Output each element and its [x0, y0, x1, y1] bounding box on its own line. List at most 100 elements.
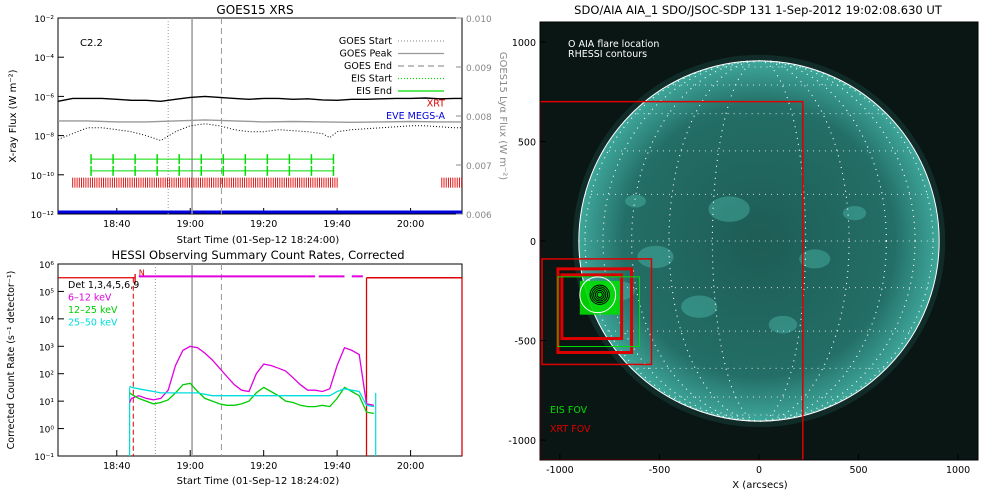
hessi-ytick-label: 10⁻¹ [34, 453, 54, 463]
hessi-xtick-label: 19:20 [250, 461, 277, 472]
hessi-ytick-label: 10² [39, 371, 54, 381]
hessi-legend-label: 25–50 keV [68, 318, 118, 329]
hessi-xlabel: Start Time (01-Sep-12 18:24:02) [177, 476, 340, 487]
aia-active-region [799, 249, 831, 269]
goes-right-ytick-label: 0.010 [466, 15, 492, 25]
aia-legend-flare-location: O AIA flare location [568, 39, 659, 50]
aia-active-region [637, 245, 674, 269]
goes-legend-label: EIS End [356, 86, 392, 97]
hessi-plot-frame [57, 263, 463, 457]
hessi-ytick-label: 10⁰ [39, 426, 54, 436]
hessi-marks: N [58, 264, 463, 456]
goes-series-lyman-alpha [58, 119, 462, 124]
aia-xrt-fov-box [541, 258, 653, 366]
aia-legend-rhessi-contours: RHESSI contours [568, 49, 647, 60]
aia-xrt-fov-box [540, 100, 804, 460]
aia-xtick-label: 0 [756, 465, 762, 476]
goes-panel: GOES15 XRS 10⁻¹² 10⁻¹⁰ 10⁻⁸ 10⁻⁶ 10⁻⁴ 10⁻² 0.0… [8, 3, 508, 246]
aia-rhessi-contour [596, 291, 603, 298]
hessi-xtick-label: 18:40 [103, 461, 130, 472]
aia-ytick-label: 500 [518, 137, 536, 148]
aia-title: SDO/AIA AIA_1 SDO/JSOC-SDP 131 1-Sep-201… [574, 3, 943, 17]
goes-ytick-label: 10⁻² [34, 15, 54, 25]
goes-axes: 10⁻¹² 10⁻¹⁰ 10⁻⁸ 10⁻⁶ 10⁻⁴ 10⁻² 0.006 0.007 0.00… [31, 15, 492, 230]
goes-xtick-label: 18:40 [103, 219, 130, 230]
goes-ylabel-right: GOES15 Lyα Flux (W m⁻²) [497, 52, 508, 180]
aia-xrt-fov-box [560, 273, 624, 341]
goes-legend-label: GOES End [344, 61, 392, 72]
goes-right-ytick-label: 0.009 [466, 64, 492, 74]
goes-ytick-label: 10⁻⁶ [34, 93, 54, 103]
hessi-legend-label: Det 1,3,4,5,6,9 [68, 280, 139, 291]
hessi-legend-label: 12–25 keV [68, 305, 118, 316]
hessi-title: HESSI Observing Summary Count Rates, Cor… [111, 248, 404, 262]
hessi-ylabel: Corrected Count Rate (s⁻¹ detector⁻¹) [6, 271, 17, 450]
aia-longitude-line [711, 60, 807, 422]
aia-ytick-label: 0 [530, 237, 536, 248]
aia-rhessi-contour [594, 289, 605, 300]
aia-rhessi-contour [589, 284, 610, 305]
goes-legend-label: EVE MEGS-A [386, 111, 445, 122]
aia-active-region [842, 205, 867, 221]
aia-ytick-label: -500 [514, 337, 536, 348]
aia-image [540, 54, 946, 460]
aia-xtick-label: -1000 [546, 465, 574, 476]
hessi-ytick-label: 10¹ [39, 398, 54, 408]
hessi-series-6-12-kev [129, 345, 375, 406]
aia-ytick-label: 1000 [512, 38, 536, 49]
goes-legend-label: EIS Start [351, 74, 392, 85]
hessi-series-25-50-kev [129, 385, 375, 408]
aia-longitude-line [631, 60, 887, 422]
aia-eis-fov-label: EIS FOV [550, 405, 588, 416]
aia-xtick-label: 1000 [946, 465, 970, 476]
aia-active-region [708, 196, 750, 222]
goes-right-ytick-label: 0.007 [466, 162, 492, 172]
hessi-axes: 10⁻¹ 10⁰ 10¹ 10² 10³ 10⁴ 10⁵ 10⁶ 18:40 19:00 19:20… [34, 261, 424, 472]
hessi-xtick-label: 19:00 [177, 461, 204, 472]
aia-panel: SDO/AIA AIA_1 SDO/JSOC-SDP 131 1-Sep-201… [508, 3, 979, 491]
goes-xtick-label: 19:00 [177, 219, 204, 230]
hessi-ytick-label: 10³ [39, 343, 54, 353]
hessi-flag-label: N [139, 269, 145, 278]
goes-ytick-label: 10⁻⁴ [34, 54, 54, 64]
aia-xlabel: X (arcsecs) [732, 480, 788, 491]
aia-longitude-line [584, 60, 934, 422]
aia-axes: -1000 -500 0 500 1000 -1000 -500 0 500 1000 [508, 38, 970, 476]
goes-xtick-label: 20:00 [397, 219, 424, 230]
aia-rhessi-contour [591, 286, 609, 304]
goes-right-ytick-label: 0.006 [466, 211, 492, 221]
aia-active-region [768, 315, 798, 334]
goes-legend-label: GOES Peak [340, 49, 393, 60]
aia-xtick-label: -500 [649, 465, 671, 476]
goes-ytick-label: 10⁻⁸ [34, 133, 54, 143]
aia-active-region [625, 194, 646, 208]
goes-xtick-label: 19:40 [323, 219, 350, 230]
aia-xrt-fov-label: XRT FOV [550, 424, 591, 435]
goes-ytick-label: 10⁻¹⁰ [31, 172, 55, 182]
goes-marks [57, 18, 463, 214]
goes-class-label: C2.2 [80, 38, 103, 49]
hessi-ytick-label: 10⁴ [39, 316, 54, 326]
goes-legend-label: GOES Start [339, 36, 392, 47]
hessi-ytick-label: 10⁶ [39, 261, 54, 271]
hessi-ytick-label: 10⁵ [39, 288, 54, 298]
goes-right-ytick-label: 0.008 [466, 113, 492, 123]
aia-rhessi-contour [593, 288, 607, 302]
aia-flare-location-circle [579, 276, 617, 314]
aia-xtick-label: 500 [849, 465, 867, 476]
goes-series-goes-short-0-5-4-a- [57, 123, 462, 142]
hessi-legend-label: 6–12 keV [68, 293, 112, 304]
goes-legend-label: XRT [427, 99, 445, 110]
goes-series-goes-long-1-8-a- [57, 95, 462, 103]
hessi-series-12-25-kev [129, 382, 375, 415]
hessi-attenuator-left [58, 274, 136, 284]
goes-xlabel: Start Time (01-Sep-12 18:24:00) [177, 235, 340, 246]
goes-title: GOES15 XRS [216, 3, 293, 17]
goes-ytick-label: 10⁻¹² [31, 211, 55, 221]
goes-xtick-label: 19:20 [250, 219, 277, 230]
hessi-panel: HESSI Observing Summary Count Rates, Cor… [6, 248, 463, 487]
aia-active-region [681, 295, 718, 318]
hessi-xtick-label: 19:40 [323, 461, 350, 472]
